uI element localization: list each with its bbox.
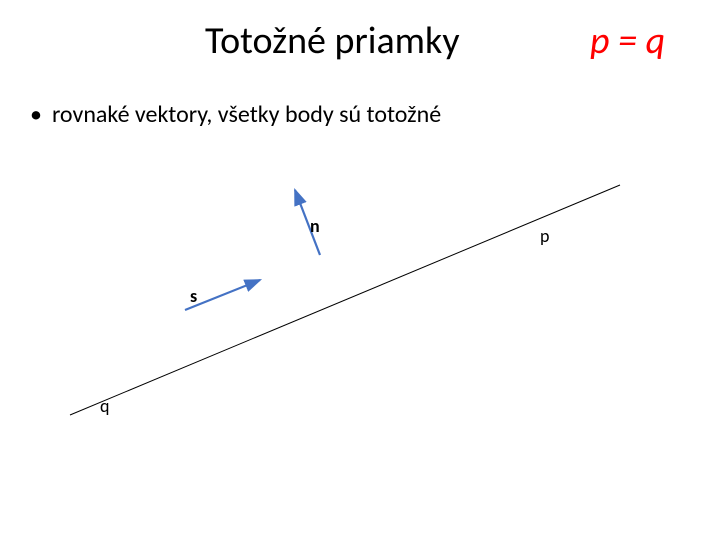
label-q: q (100, 395, 109, 417)
label-s: s (190, 285, 197, 307)
label-p-text: p (540, 225, 549, 247)
label-p: p (540, 225, 549, 247)
label-n: n (310, 215, 320, 237)
main-line (70, 185, 620, 415)
label-q-text: q (100, 395, 109, 417)
label-n-text: n (310, 215, 320, 237)
label-s-text: s (190, 285, 197, 307)
diagram-svg (0, 0, 720, 540)
